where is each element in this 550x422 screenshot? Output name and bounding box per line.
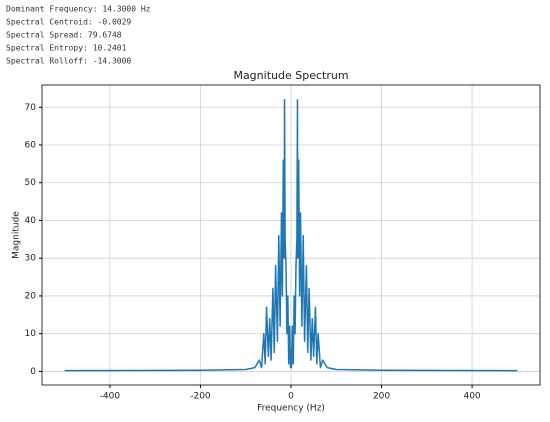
y-tick-label: 40 bbox=[25, 216, 37, 226]
x-tick-label: 200 bbox=[373, 392, 390, 402]
x-tick-label: -400 bbox=[100, 392, 121, 402]
y-tick-label: 10 bbox=[25, 329, 37, 339]
x-tick-label: 400 bbox=[463, 392, 480, 402]
y-tick-label: 0 bbox=[30, 367, 36, 377]
y-tick-label: 30 bbox=[25, 254, 37, 264]
y-tick-label: 70 bbox=[25, 103, 37, 113]
plot-frame bbox=[41, 84, 541, 386]
info-line: Spectral Centroid: -0.0029 bbox=[6, 18, 131, 27]
y-tick-label: 20 bbox=[25, 291, 37, 301]
y-axis-label: Magnitude bbox=[12, 211, 22, 259]
info-line: Dominant Frequency: 14.3000 Hz bbox=[6, 5, 151, 14]
chart-title: Magnitude Spectrum bbox=[233, 69, 348, 82]
x-tick-label: 0 bbox=[288, 392, 294, 402]
y-tick-label: 60 bbox=[25, 141, 37, 151]
info-line: Spectral Rolloff: -14.3000 bbox=[6, 57, 131, 66]
info-line: Spectral Spread: 79.6748 bbox=[6, 31, 122, 40]
spectrum-line bbox=[64, 98, 518, 372]
y-tick-label: 50 bbox=[25, 178, 37, 188]
x-axis-label: Frequency (Hz) bbox=[257, 404, 325, 414]
x-tick-label: -200 bbox=[190, 392, 211, 402]
info-line: Spectral Entropy: 10.2401 bbox=[6, 44, 127, 53]
